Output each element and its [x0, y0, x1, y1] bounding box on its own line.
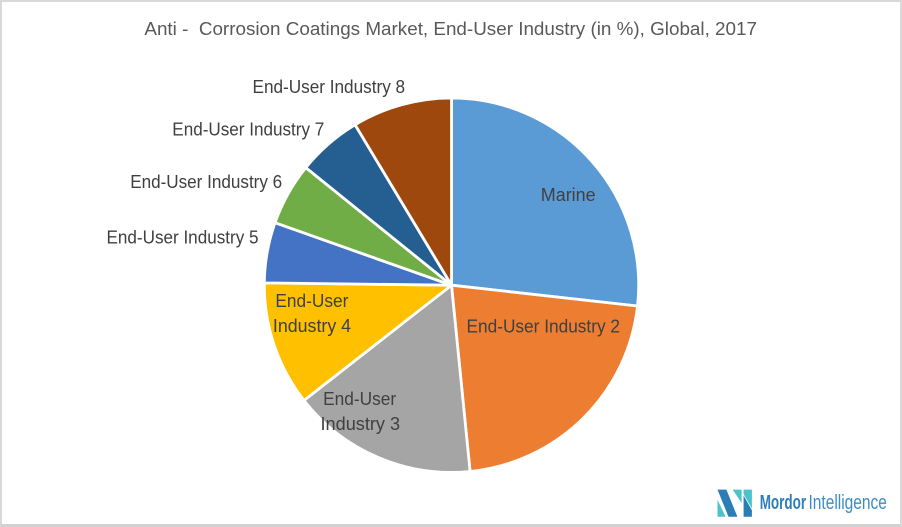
svg-text:End-User Industry 2: End-User Industry 2: [467, 315, 621, 336]
svg-text:Mordor: Mordor: [760, 492, 807, 514]
svg-text:Marine: Marine: [541, 184, 596, 205]
svg-text:End-User: End-User: [323, 388, 396, 409]
svg-text:End-User Industry 5: End-User Industry 5: [107, 227, 259, 248]
svg-text:Industry 4: Industry 4: [273, 315, 351, 336]
svg-text:Intelligence: Intelligence: [809, 492, 887, 514]
svg-text:Industry 3: Industry 3: [321, 413, 401, 434]
svg-text:Anti - Corrosion Coatings Mar: Anti - Corrosion Coatings Market, End-Us…: [144, 18, 757, 39]
svg-text:End-User Industry 6: End-User Industry 6: [130, 171, 282, 192]
svg-text:End-User Industry 7: End-User Industry 7: [172, 119, 324, 140]
svg-text:End-User: End-User: [275, 290, 348, 311]
svg-text:End-User Industry 8: End-User Industry 8: [253, 76, 406, 97]
